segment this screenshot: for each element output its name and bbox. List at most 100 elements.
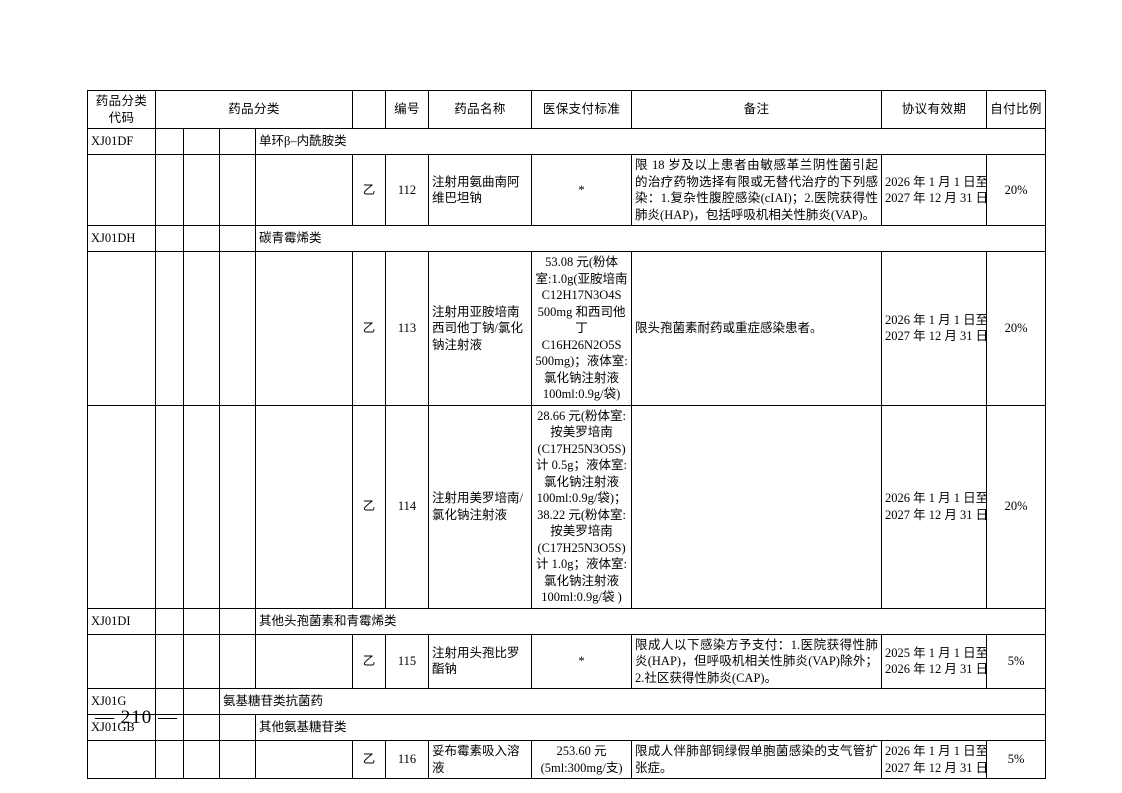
validity-period: 2026 年 1 月 1 日至 2027 年 12 月 31 日 — [881, 404, 988, 609]
self-pay-ratio: 20% — [986, 154, 1047, 226]
table-header: 药品分类代码 药品分类 编号 药品名称 医保支付标准 备注 协议有效期 自付比例 — [87, 90, 1047, 129]
drug-level: 乙 — [352, 740, 387, 779]
spacer-cell — [155, 714, 184, 741]
drug-number: 115 — [385, 633, 430, 689]
validity-period: 2026 年 1 月 1 日至 2027 年 12 月 31 日 — [881, 251, 988, 406]
empty-cell — [219, 154, 256, 226]
payment-standard: 53.08 元(粉体室:1.0g(亚胺培南 C12H17N3O4S 500mg … — [531, 251, 633, 406]
header-notes: 备注 — [631, 90, 883, 129]
drug-notes: 限头孢菌素耐药或重症感染患者。 — [631, 251, 883, 406]
category-code: XJ01DH — [87, 225, 156, 252]
self-pay-ratio: 20% — [986, 404, 1047, 609]
spacer-cell — [183, 714, 220, 741]
empty-cell — [219, 404, 256, 609]
header-validity-period: 协议有效期 — [881, 90, 988, 129]
empty-cell — [254, 251, 354, 406]
validity-period: 2026 年 1 月 1 日至 2027 年 12 月 31 日 — [881, 154, 988, 226]
category-name: 碳青霉烯类 — [254, 225, 1047, 252]
page-number-footer: — 210 — — [95, 707, 178, 728]
validity-period: 2025 年 1 月 1 日至 2026 年 12 月 31 日 — [881, 633, 988, 689]
drug-notes: 限成人伴肺部铜绿假单胞菌感染的支气管扩张症。 — [631, 740, 883, 779]
empty-cell — [254, 154, 354, 226]
empty-cell — [87, 404, 156, 609]
spacer-cell — [183, 688, 220, 715]
empty-cell — [219, 740, 256, 779]
empty-cell — [254, 740, 354, 779]
table-row: 乙 114 注射用美罗培南/氯化钠注射液 28.66 元(粉体室: 按美罗培南 … — [87, 404, 1047, 609]
empty-cell — [155, 251, 184, 406]
empty-cell — [155, 404, 184, 609]
spacer-cell — [155, 128, 184, 155]
validity-line-end: 2027 年 12 月 31 日 — [885, 329, 987, 344]
payment-standard: 28.66 元(粉体室: 按美罗培南 (C17H25N3O5S) 计 0.5g；… — [531, 404, 633, 609]
payment-spec: (5ml:300mg/支) — [540, 760, 623, 775]
category-row: XJ01G 氨基糖苷类抗菌药 — [87, 688, 1047, 715]
validity-line-end: 2027 年 12 月 31 日 — [885, 191, 987, 205]
category-name: 其他氨基糖苷类 — [254, 714, 1047, 741]
drug-level: 乙 — [352, 154, 387, 226]
empty-cell — [155, 740, 184, 779]
spacer-cell — [219, 128, 256, 155]
empty-cell — [155, 633, 184, 689]
header-number: 编号 — [385, 90, 430, 129]
header-level — [352, 90, 387, 129]
category-row: XJ01DI 其他头孢菌素和青霉烯类 — [87, 607, 1047, 635]
payment-standard: * — [531, 633, 633, 689]
spacer-cell — [155, 607, 184, 635]
empty-cell — [183, 404, 220, 609]
self-pay-ratio: 5% — [986, 633, 1047, 689]
validity-line-start: 2026 年 1 月 1 日至 — [885, 744, 987, 758]
validity-line-start: 2026 年 1 月 1 日至 — [885, 491, 987, 505]
validity-line-end: 2026 年 12 月 31 日 — [885, 662, 987, 677]
empty-cell — [87, 740, 156, 779]
empty-cell — [254, 404, 354, 609]
spacer-cell — [183, 225, 220, 252]
drug-level: 乙 — [352, 251, 387, 406]
table-row: 乙 113 注射用亚胺培南西司他丁钠/氯化钠注射液 53.08 元(粉体室:1.… — [87, 251, 1047, 406]
empty-cell — [183, 154, 220, 226]
header-row: 药品分类代码 药品分类 编号 药品名称 医保支付标准 备注 协议有效期 自付比例 — [87, 90, 1047, 129]
drug-notes — [631, 404, 883, 609]
category-name: 其他头孢菌素和青霉烯类 — [254, 607, 1047, 635]
drug-number: 112 — [385, 154, 430, 226]
header-payment-standard: 医保支付标准 — [531, 90, 633, 129]
table-row: 乙 116 妥布霉素吸入溶液 253.60 元 (5ml:300mg/支) 限成… — [87, 740, 1047, 779]
empty-cell — [87, 154, 156, 226]
category-code: XJ01DF — [87, 128, 156, 155]
validity-line-start: 2026 年 1 月 1 日至 — [885, 174, 987, 189]
drug-number: 114 — [385, 404, 430, 609]
table-body: XJ01DF 单环β–内酰胺类 乙 112 注射用氨曲南阿维巴坦钠 — [87, 128, 1047, 779]
empty-cell — [219, 633, 256, 689]
empty-cell — [254, 633, 354, 689]
drug-notes: 限 18 岁及以上患者由敏感革兰阴性菌引起的治疗药物选择有限或无替代治疗的下列感… — [631, 154, 883, 226]
drug-number: 116 — [385, 740, 430, 779]
category-name: 单环β–内酰胺类 — [254, 128, 1047, 155]
empty-cell — [87, 251, 156, 406]
header-category-code: 药品分类代码 — [87, 90, 156, 129]
header-self-pay-ratio: 自付比例 — [986, 90, 1047, 129]
self-pay-ratio: 20% — [986, 251, 1047, 406]
validity-line-end: 2027 年 12 月 31 日 — [885, 507, 987, 522]
validity-line-start: 2025 年 1 月 1 日至 — [885, 645, 987, 660]
payment-standard: * — [531, 154, 633, 226]
empty-cell — [155, 154, 184, 226]
payment-amount: 253.60 元 — [556, 744, 607, 758]
empty-cell — [219, 251, 256, 406]
spacer-cell — [183, 607, 220, 635]
drug-name: 注射用亚胺培南西司他丁钠/氯化钠注射液 — [428, 251, 533, 406]
payment-standard: 253.60 元 (5ml:300mg/支) — [531, 740, 633, 779]
drug-catalog-table-wrapper: 药品分类代码 药品分类 编号 药品名称 医保支付标准 备注 协议有效期 自付比例… — [87, 90, 1047, 779]
validity-line-start: 2026 年 1 月 1 日至 — [885, 312, 987, 327]
empty-cell — [87, 633, 156, 689]
table-row: 乙 112 注射用氨曲南阿维巴坦钠 * 限 18 岁及以上患者由敏感革兰阴性菌引… — [87, 154, 1047, 226]
empty-cell — [183, 633, 220, 689]
validity-period: 2026 年 1 月 1 日至 2027 年 12 月 31 日 — [881, 740, 988, 779]
spacer-cell — [155, 225, 184, 252]
category-name: 氨基糖苷类抗菌药 — [218, 688, 1047, 715]
self-pay-ratio: 5% — [986, 740, 1047, 779]
header-category-name: 药品分类 — [154, 90, 354, 129]
spacer-cell — [219, 225, 256, 252]
drug-name: 注射用氨曲南阿维巴坦钠 — [428, 154, 533, 226]
drug-notes: 限成人以下感染方予支付：1.医院获得性肺炎(HAP)，但呼吸机相关性肺炎(VAP… — [631, 633, 883, 689]
